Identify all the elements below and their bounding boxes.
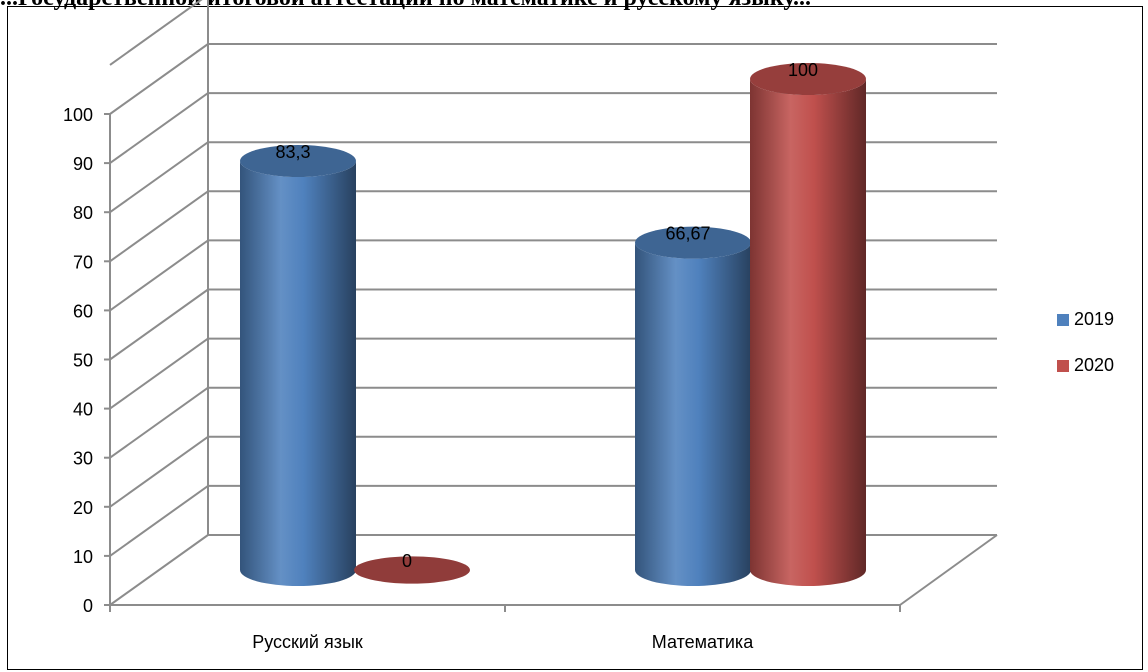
y-tick-label: 80 — [73, 203, 93, 223]
y-tick-label: 50 — [73, 351, 93, 371]
legend-label: 2019 — [1074, 309, 1115, 329]
y-tick-label: 100 — [63, 105, 93, 125]
bar-2019-0 — [240, 160, 356, 586]
side-wall-line — [109, 485, 209, 557]
data-label: 0 — [402, 551, 412, 571]
side-wall-line — [109, 92, 209, 164]
side-wall-line — [109, 239, 209, 312]
bar-top-2019-0 — [240, 144, 356, 177]
side-wall-line — [109, 337, 209, 410]
legend-item: 2020 — [1057, 355, 1114, 376]
data-label: 100 — [788, 60, 818, 80]
y-tick-label: 10 — [73, 547, 93, 567]
side-wall-line — [109, 288, 209, 361]
y-tick-label: 70 — [73, 252, 93, 272]
y-tick-label: 40 — [73, 400, 93, 420]
y-tick-label: 90 — [73, 154, 93, 174]
bar-top-2020-1 — [750, 63, 866, 95]
bar-2020-1 — [750, 79, 866, 586]
bar-top-2019-1 — [635, 226, 751, 259]
legend-swatch — [1057, 359, 1069, 372]
bar-2019-1 — [635, 242, 751, 586]
side-wall-line — [109, 0, 203, 66]
floor-right-edge — [899, 534, 998, 606]
side-wall-line — [109, 43, 209, 115]
legend-item: 2019 — [1057, 309, 1114, 330]
y-tick-label: 60 — [73, 301, 93, 321]
y-tick-label: 30 — [73, 449, 93, 469]
legend-swatch — [1057, 313, 1069, 326]
x-tick-label: Русский язык — [252, 632, 363, 652]
legend-label: 2020 — [1074, 355, 1115, 375]
side-wall-line — [109, 435, 209, 508]
side-wall-line — [109, 386, 209, 459]
chart-frame — [7, 6, 1143, 670]
side-wall-line — [109, 141, 209, 214]
data-label: 66,67 — [665, 224, 710, 244]
chart-heading: ...Государственной итоговой аттестации п… — [0, 0, 1148, 12]
y-tick-label: 20 — [73, 498, 93, 518]
data-label: 83,3 — [275, 142, 310, 162]
x-tick-label: Математика — [652, 632, 754, 652]
y-tick-label: 0 — [83, 596, 93, 616]
side-wall-line — [109, 534, 209, 606]
side-wall-line — [109, 190, 209, 263]
bar-2020-0 — [354, 556, 470, 584]
